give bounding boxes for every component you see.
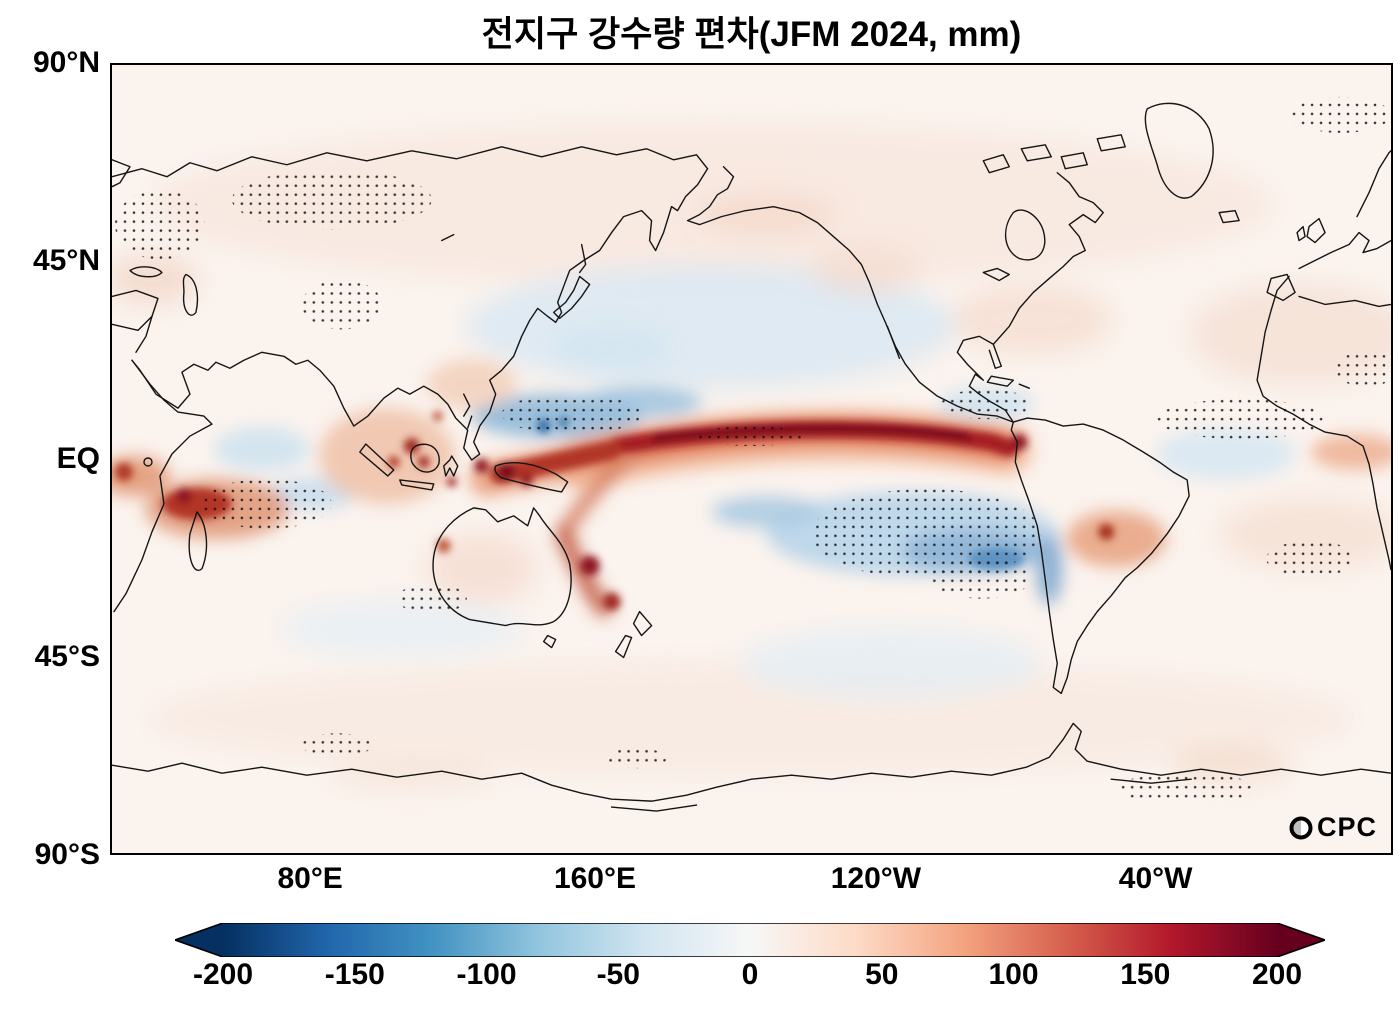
colorbar-left-arrow [175,923,223,957]
lat-tick-label: EQ [56,442,100,475]
cpc-logo-text: CPC [1316,812,1377,842]
stippling [114,96,1391,804]
lon-tick-label: 160°E [553,862,636,895]
colorbar-tick-label: -100 [456,958,517,991]
colorbar-tick-label: 50 [865,958,899,991]
lon-tick-label: 80°E [277,862,343,895]
colorbar-svg [175,923,1325,957]
lon-tick-label: 40°W [1118,862,1193,895]
lat-tick-label: 90°N [32,46,100,79]
page-title: 전지구 강수량 편차(JFM 2024, mm) [481,15,1022,54]
colorbar-tick-label: -200 [192,958,254,991]
lon-tick-label: 120°W [830,862,922,895]
colorbar-right-arrow [1277,923,1325,957]
colorbar-tick-label: -50 [596,958,640,991]
world-map [112,65,1391,853]
cpc-logo: CPC [1288,812,1377,843]
coastlines [112,102,1391,812]
colorbar-tick-label: 100 [988,958,1039,991]
colorbar-tick-label: -150 [324,958,385,991]
map-area: CPC [110,63,1393,855]
cpc-globe-icon [1289,816,1313,839]
lat-tick-label: 90°S [34,838,100,871]
colorbar-tick-label: 200 [1251,958,1303,991]
colorbar-tick-labels: -200 -150 -100 -50 0 50 100 150 200 [175,958,1325,998]
colorbar-tick-label: 150 [1120,958,1171,991]
lat-tick-label: 45°N [32,244,100,277]
colorbar-body [223,923,1277,957]
lat-tick-label: 45°S [34,640,100,673]
colorbar-tick-label: 0 [741,958,759,991]
colorbar [175,923,1325,957]
